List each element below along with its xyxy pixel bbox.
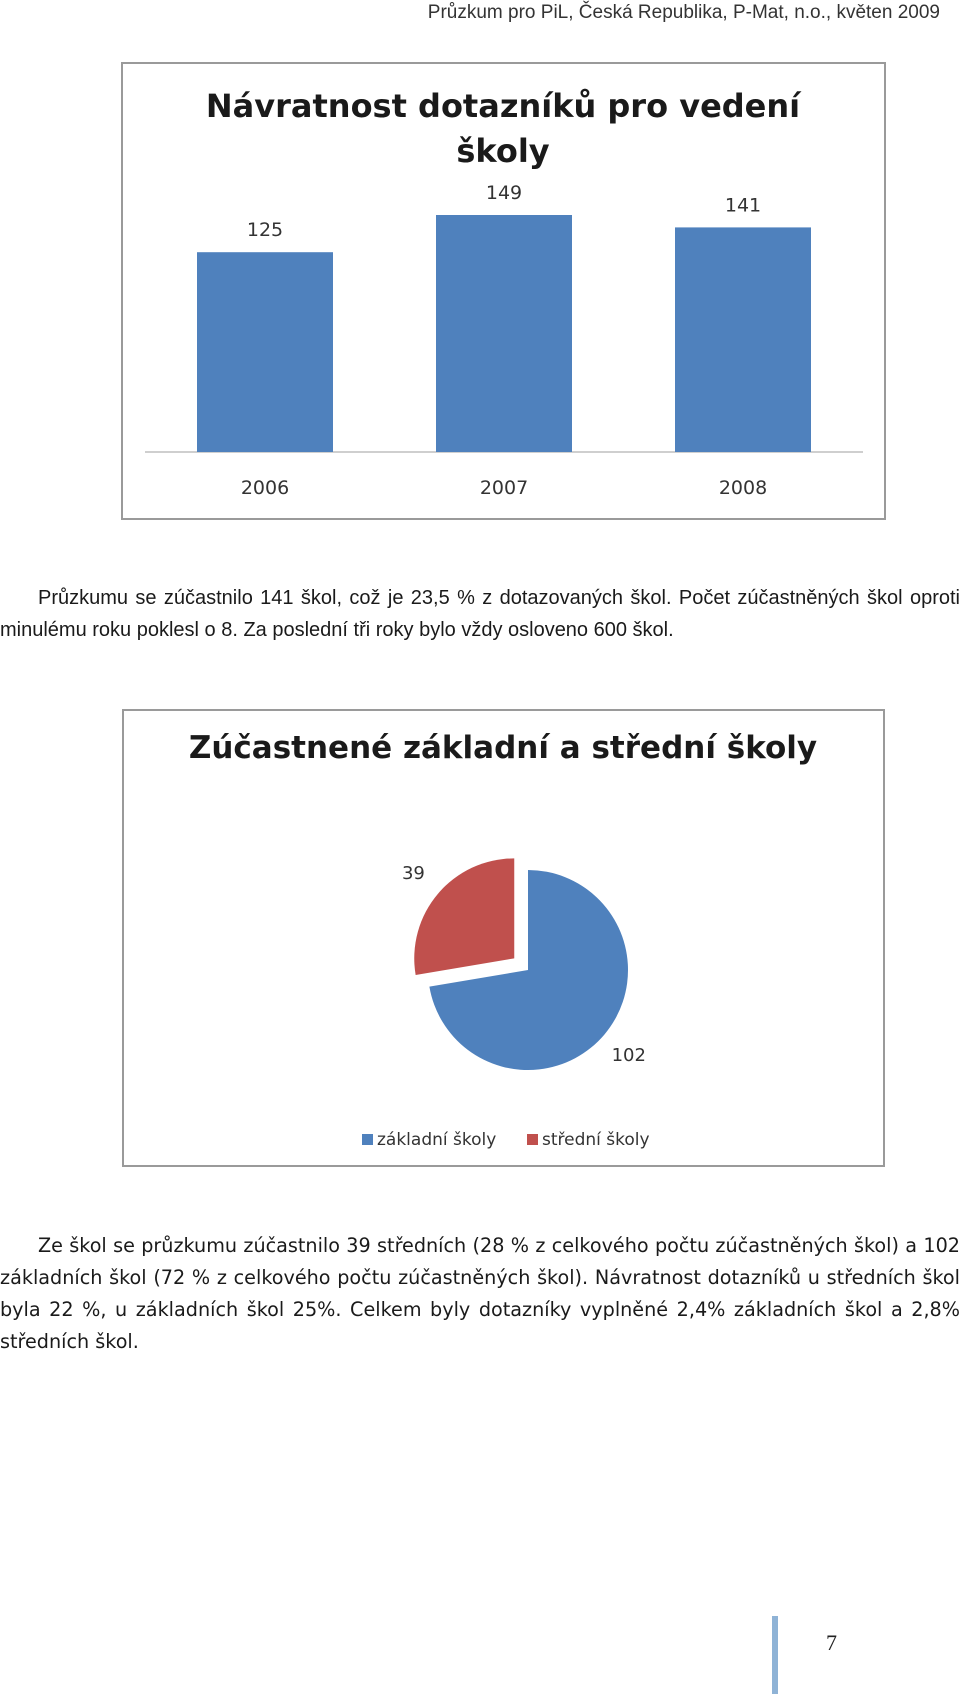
footer-accent-bar	[772, 1616, 778, 1694]
bar-chart-returns: Návratnost dotazníků pro vedení školy 12…	[121, 62, 886, 520]
pie-chart-title: Zúčastnené základní a střední školy	[189, 730, 817, 766]
legend-label: základní školy	[377, 1130, 496, 1150]
bar-value-label: 149	[486, 182, 522, 204]
bar-2006	[197, 252, 333, 452]
paragraph-participation: Průzkumu se zúčastnilo 141 škol, což je …	[0, 587, 960, 641]
bar-marks: 125 2006 149 2007 141 2008	[197, 182, 811, 499]
page-header: Průzkum pro PiL, Česká Republika, P-Mat,…	[427, 2, 940, 23]
pie-slice-stredni	[414, 858, 515, 976]
pie-value-label: 102	[612, 1045, 646, 1066]
pie-value-label: 39	[402, 863, 425, 884]
pie-legend: základní školy střední školy	[362, 1130, 650, 1150]
x-tick-label: 2007	[480, 477, 528, 499]
x-tick-label: 2006	[241, 477, 289, 499]
legend-label: střední školy	[542, 1130, 650, 1150]
bar-2007	[436, 215, 572, 452]
bar-value-label: 141	[725, 194, 761, 216]
bar-2008	[675, 227, 811, 452]
legend-swatch	[527, 1134, 538, 1145]
page-number: 7	[826, 1630, 837, 1655]
legend-swatch	[362, 1134, 373, 1145]
pie-chart-svg: Zúčastnené základní a střední školy 102 3…	[189, 730, 817, 1150]
pie-chart-schools: Zúčastnené základní a střední školy 102 3…	[122, 709, 885, 1167]
paragraph-school-types: Ze škol se průzkumu zúčastnilo 39 středn…	[0, 1234, 960, 1353]
pie-slice-zakladni	[429, 870, 628, 1070]
bar-chart-title-line-1: Návratnost dotazníků pro vedení	[206, 87, 802, 125]
bar-value-label: 125	[247, 219, 283, 241]
bar-chart-title-line-2: školy	[456, 132, 549, 170]
x-tick-label: 2008	[719, 477, 767, 499]
pie-marks: 102 39	[402, 858, 646, 1070]
bar-chart-svg: Návratnost dotazníků pro vedení školy 12…	[145, 87, 863, 499]
